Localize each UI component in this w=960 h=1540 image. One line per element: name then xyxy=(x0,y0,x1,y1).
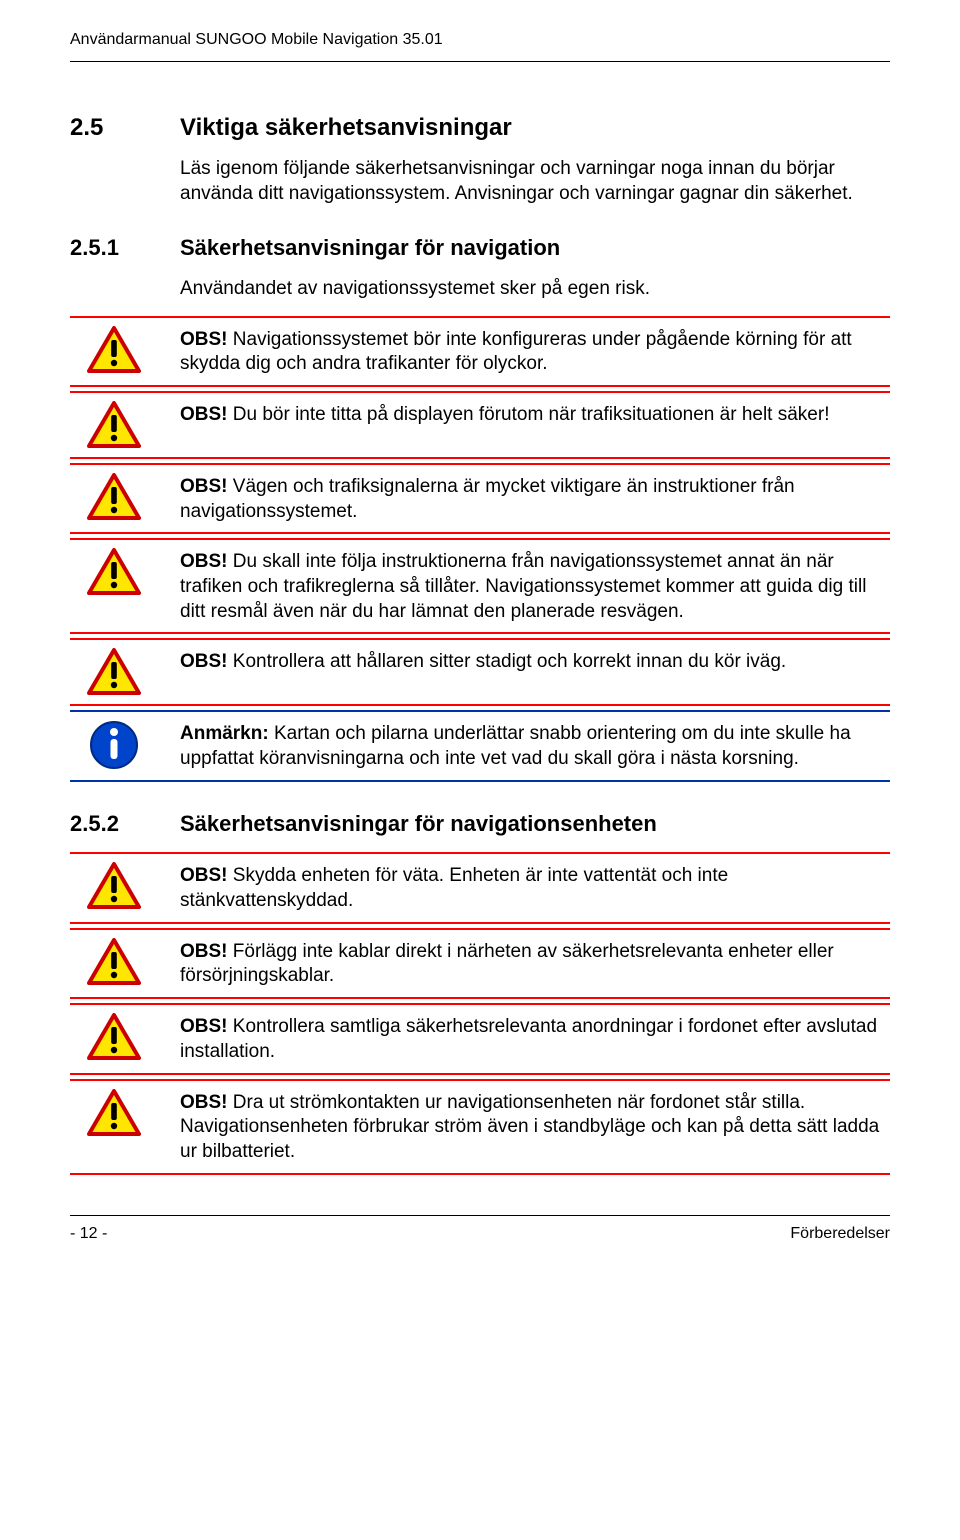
warning-text: OBS! Förlägg inte kablar direkt i närhet… xyxy=(180,938,890,989)
warning-icon-cell xyxy=(70,938,158,986)
warning-label: Anmärkn: xyxy=(180,723,269,744)
warning-triangle-icon xyxy=(87,1089,141,1137)
warning-body: Kontrollera att hållaren sitter stadigt … xyxy=(228,651,787,672)
warning-text: OBS! Skydda enheten för väta. Enheten är… xyxy=(180,862,890,913)
warning-text: OBS! Du skall inte följa instruktionerna… xyxy=(180,548,890,624)
warning-label: OBS! xyxy=(180,865,228,886)
warning-text: Anmärkn: Kartan och pilarna underlättar … xyxy=(180,720,890,771)
warning-icon-cell xyxy=(70,1013,158,1061)
warning-icon-cell xyxy=(70,473,158,521)
warning-triangle-icon xyxy=(87,938,141,986)
warning-block: OBS! Du bör inte titta på displayen föru… xyxy=(70,391,890,459)
warning-block: OBS! Kontrollera samtliga säkerhetsrelev… xyxy=(70,1003,890,1074)
warning-body: Du bör inte titta på displayen förutom n… xyxy=(228,404,830,425)
section-num: 2.5 xyxy=(70,112,180,143)
warning-icon-cell xyxy=(70,648,158,696)
warning-block: OBS! Förlägg inte kablar direkt i närhet… xyxy=(70,928,890,999)
warning-text: OBS! Du bör inte titta på displayen föru… xyxy=(180,401,890,428)
warning-row: OBS! Du bör inte titta på displayen föru… xyxy=(70,391,890,459)
warnings-group: OBS! Skydda enheten för väta. Enheten är… xyxy=(70,852,890,1174)
warning-label: OBS! xyxy=(180,476,228,497)
warning-block: OBS! Kontrollera att hållaren sitter sta… xyxy=(70,638,890,706)
warnings-group: OBS! Navigationssystemet bör inte konfig… xyxy=(70,316,890,782)
warning-body: Du skall inte följa instruktionerna från… xyxy=(180,551,866,621)
page-footer: - 12 - Förberedelser xyxy=(70,1215,890,1245)
warning-triangle-icon xyxy=(87,473,141,521)
warning-row: OBS! Vägen och trafiksignalerna är mycke… xyxy=(70,463,890,534)
subsection-title: Säkerhetsanvisningar för navigationsenhe… xyxy=(180,810,657,839)
info-circle-icon xyxy=(89,720,139,770)
warning-label: OBS! xyxy=(180,1016,228,1037)
warning-row: OBS! Navigationssystemet bör inte konfig… xyxy=(70,316,890,387)
warning-text: OBS! Vägen och trafiksignalerna är mycke… xyxy=(180,473,890,524)
intro-paragraph: Läs igenom följande säkerhetsanvisningar… xyxy=(180,157,890,206)
warning-row: OBS! Du skall inte följa instruktionerna… xyxy=(70,538,890,634)
section-title: Viktiga säkerhetsanvisningar xyxy=(180,112,512,143)
warning-block: OBS! Dra ut strömkontakten ur navigation… xyxy=(70,1079,890,1175)
warning-triangle-icon xyxy=(87,326,141,374)
warning-text: OBS! Dra ut strömkontakten ur navigation… xyxy=(180,1089,890,1165)
warning-body: Dra ut strömkontakten ur navigationsenhe… xyxy=(180,1092,879,1162)
warning-block: OBS! Navigationssystemet bör inte konfig… xyxy=(70,316,890,387)
warning-row: OBS! Kontrollera att hållaren sitter sta… xyxy=(70,638,890,706)
header-rule xyxy=(70,61,890,62)
warning-row: Anmärkn: Kartan och pilarna underlättar … xyxy=(70,710,890,781)
warning-row: OBS! Kontrollera samtliga säkerhetsrelev… xyxy=(70,1003,890,1074)
warning-label: OBS! xyxy=(180,651,228,672)
warning-label: OBS! xyxy=(180,404,228,425)
warning-body: Navigationssystemet bör inte konfigurera… xyxy=(180,329,852,375)
warning-text: OBS! Kontrollera att hållaren sitter sta… xyxy=(180,648,890,675)
warning-triangle-icon xyxy=(87,862,141,910)
warning-label: OBS! xyxy=(180,1092,228,1113)
warning-icon-cell xyxy=(70,326,158,374)
footer-section: Förberedelser xyxy=(790,1224,890,1245)
warning-triangle-icon xyxy=(87,648,141,696)
warning-icon-cell xyxy=(70,401,158,449)
warning-label: OBS! xyxy=(180,941,228,962)
subsection-title: Säkerhetsanvisningar för navigation xyxy=(180,234,560,263)
subsection-num: 2.5.1 xyxy=(70,234,180,263)
warning-icon-cell xyxy=(70,862,158,910)
warning-icon-cell xyxy=(70,1089,158,1137)
warning-icon-cell xyxy=(70,548,158,596)
warning-block: Anmärkn: Kartan och pilarna underlättar … xyxy=(70,710,890,781)
warning-body: Kartan och pilarna underlättar snabb ori… xyxy=(180,723,851,769)
page-header: Användarmanual SUNGOO Mobile Navigation … xyxy=(70,30,890,51)
warning-body: Vägen och trafiksignalerna är mycket vik… xyxy=(180,476,795,522)
warning-body: Förlägg inte kablar direkt i närheten av… xyxy=(180,941,834,987)
section-heading: 2.5 Viktiga säkerhetsanvisningar xyxy=(70,112,890,143)
warning-body: Kontrollera samtliga säkerhetsrelevanta … xyxy=(180,1016,877,1062)
warning-row: OBS! Dra ut strömkontakten ur navigation… xyxy=(70,1079,890,1175)
warning-triangle-icon xyxy=(87,401,141,449)
warning-block: OBS! Vägen och trafiksignalerna är mycke… xyxy=(70,463,890,534)
warning-text: OBS! Navigationssystemet bör inte konfig… xyxy=(180,326,890,377)
warning-text: OBS! Kontrollera samtliga säkerhetsrelev… xyxy=(180,1013,890,1064)
warning-block: OBS! Du skall inte följa instruktionerna… xyxy=(70,538,890,634)
warning-triangle-icon xyxy=(87,548,141,596)
warning-row: OBS! Skydda enheten för väta. Enheten är… xyxy=(70,852,890,923)
intro-paragraph: Användandet av navigationssystemet sker … xyxy=(180,277,890,302)
subsection-heading: 2.5.2 Säkerhetsanvisningar för navigatio… xyxy=(70,810,890,839)
warning-triangle-icon xyxy=(87,1013,141,1061)
subsection-num: 2.5.2 xyxy=(70,810,180,839)
warning-icon-cell xyxy=(70,720,158,770)
warning-block: OBS! Skydda enheten för väta. Enheten är… xyxy=(70,852,890,923)
warning-row: OBS! Förlägg inte kablar direkt i närhet… xyxy=(70,928,890,999)
subsection-heading: 2.5.1 Säkerhetsanvisningar för navigatio… xyxy=(70,234,890,263)
warning-body: Skydda enheten för väta. Enheten är inte… xyxy=(180,865,728,911)
warning-label: OBS! xyxy=(180,329,228,350)
page-number: - 12 - xyxy=(70,1224,107,1245)
warning-label: OBS! xyxy=(180,551,228,572)
